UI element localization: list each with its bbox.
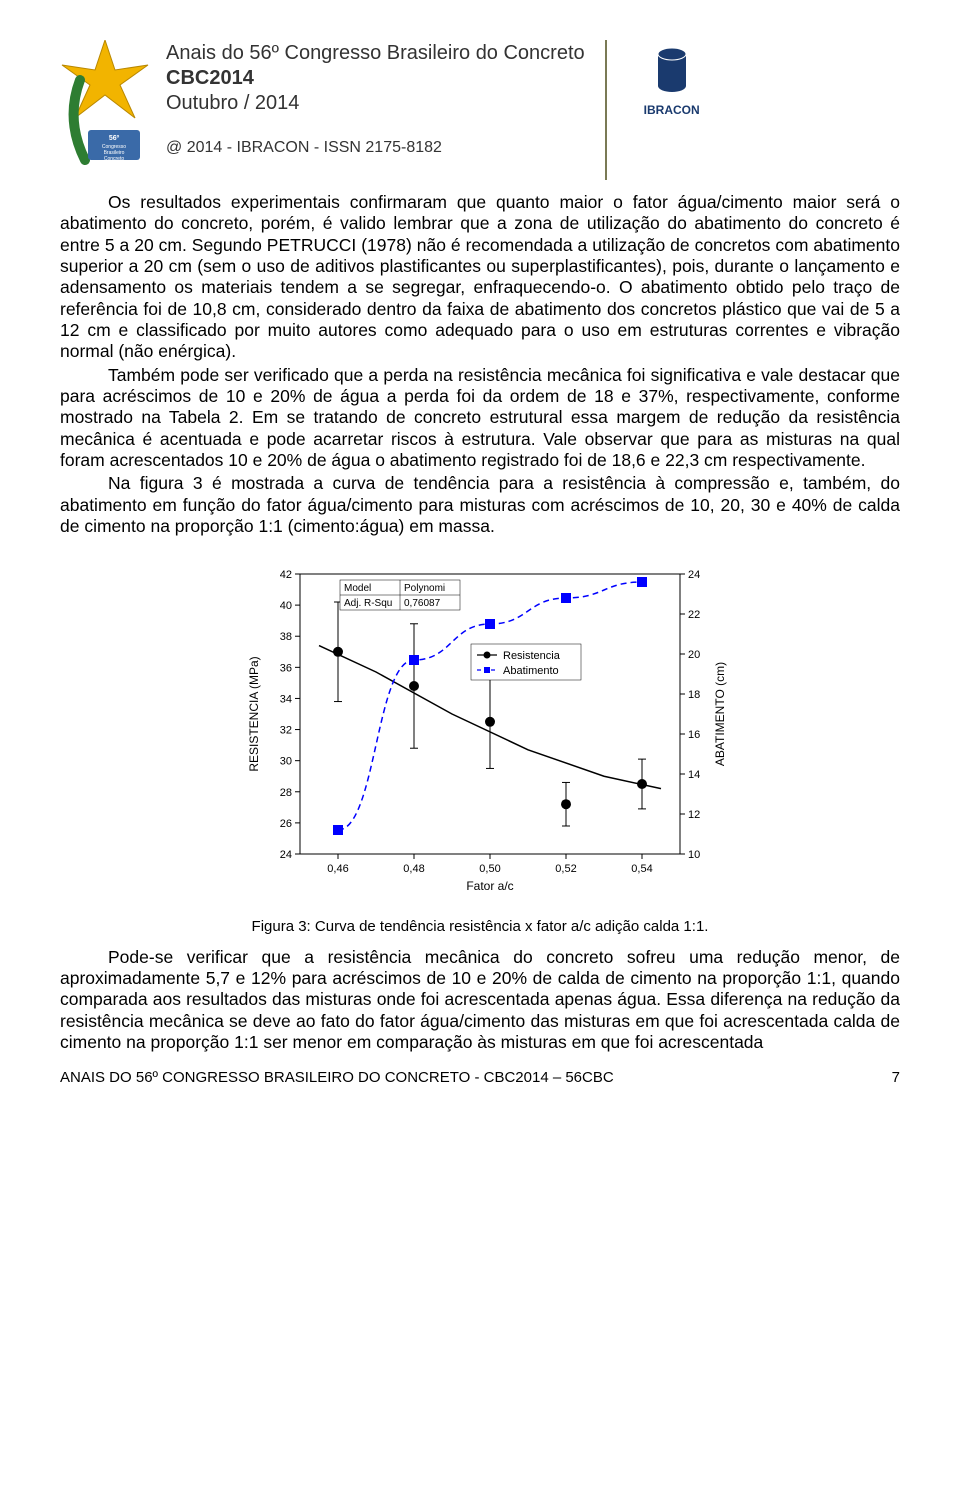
figure-3-chart: 24 26 28 30 32 34 36 38 40 42 10 12 14 16 18 20 22 24 0,46… [60, 554, 900, 914]
ibracon-logo: IBRACON [627, 40, 717, 117]
svg-text:38: 38 [280, 631, 292, 643]
header-divider [605, 40, 607, 180]
svg-text:0,76087: 0,76087 [404, 598, 441, 609]
paragraph-1: Os resultados experimentais confirmaram … [60, 192, 900, 363]
header-issn: @ 2014 - IBRACON - ISSN 2175-8182 [166, 139, 585, 157]
page-header: 56º Congresso Brasileiro Concreto Anais … [60, 40, 900, 180]
svg-text:14: 14 [688, 769, 700, 781]
svg-text:Fator a/c: Fator a/c [466, 879, 513, 893]
svg-text:10: 10 [688, 849, 700, 861]
svg-text:Abatimento: Abatimento [503, 665, 559, 677]
body-text: Os resultados experimentais confirmaram … [60, 192, 900, 538]
svg-text:24: 24 [280, 849, 292, 861]
svg-text:Adj. R-Squ: Adj. R-Squ [344, 598, 392, 609]
svg-text:0,54: 0,54 [631, 863, 652, 875]
header-line1: Anais do 56º Congresso Brasileiro do Con… [166, 42, 585, 65]
footer-left: ANAIS DO 56º CONGRESSO BRASILEIRO DO CON… [60, 1069, 614, 1086]
svg-text:30: 30 [280, 755, 292, 767]
svg-text:16: 16 [688, 729, 700, 741]
svg-text:32: 32 [280, 724, 292, 736]
header-titles: Anais do 56º Congresso Brasileiro do Con… [158, 40, 585, 157]
paragraph-2: Também pode ser verificado que a perda n… [60, 365, 900, 472]
header-line2: CBC2014 [166, 67, 585, 90]
svg-text:18: 18 [688, 689, 700, 701]
svg-text:12: 12 [688, 809, 700, 821]
header-line3: Outubro / 2014 [166, 92, 585, 115]
svg-text:Resistencia: Resistencia [503, 650, 561, 662]
svg-text:Concreto: Concreto [104, 156, 125, 162]
svg-text:RESISTENCIA (MPa): RESISTENCIA (MPa) [247, 656, 261, 771]
svg-text:36: 36 [280, 662, 292, 674]
footer-page: 7 [892, 1069, 900, 1086]
page-footer: ANAIS DO 56º CONGRESSO BRASILEIRO DO CON… [60, 1069, 900, 1086]
svg-text:0,52: 0,52 [555, 863, 576, 875]
svg-text:28: 28 [280, 786, 292, 798]
paragraph-3: Na figura 3 é mostrada a curva de tendên… [60, 473, 900, 537]
svg-text:20: 20 [688, 649, 700, 661]
body-text-after: Pode-se verificar que a resistência mecâ… [60, 947, 900, 1054]
paragraph-4: Pode-se verificar que a resistência mecâ… [60, 947, 900, 1054]
svg-text:24: 24 [688, 569, 700, 581]
svg-text:22: 22 [688, 609, 700, 621]
svg-text:34: 34 [280, 693, 292, 705]
svg-text:Polynomi: Polynomi [404, 583, 445, 594]
svg-text:0,50: 0,50 [479, 863, 500, 875]
svg-text:42: 42 [280, 569, 292, 581]
svg-text:0,48: 0,48 [403, 863, 424, 875]
svg-text:40: 40 [280, 600, 292, 612]
svg-text:Model: Model [344, 583, 371, 594]
conference-logo: 56º Congresso Brasileiro Concreto [60, 40, 150, 160]
svg-text:56º: 56º [109, 135, 120, 142]
ibracon-label: IBRACON [627, 103, 717, 117]
svg-text:0,46: 0,46 [327, 863, 348, 875]
figure-3-caption: Figura 3: Curva de tendência resistência… [60, 918, 900, 935]
header-left: 56º Congresso Brasileiro Concreto Anais … [60, 40, 585, 160]
svg-text:26: 26 [280, 817, 292, 829]
svg-text:ABATIMENTO (cm): ABATIMENTO (cm) [713, 661, 727, 765]
